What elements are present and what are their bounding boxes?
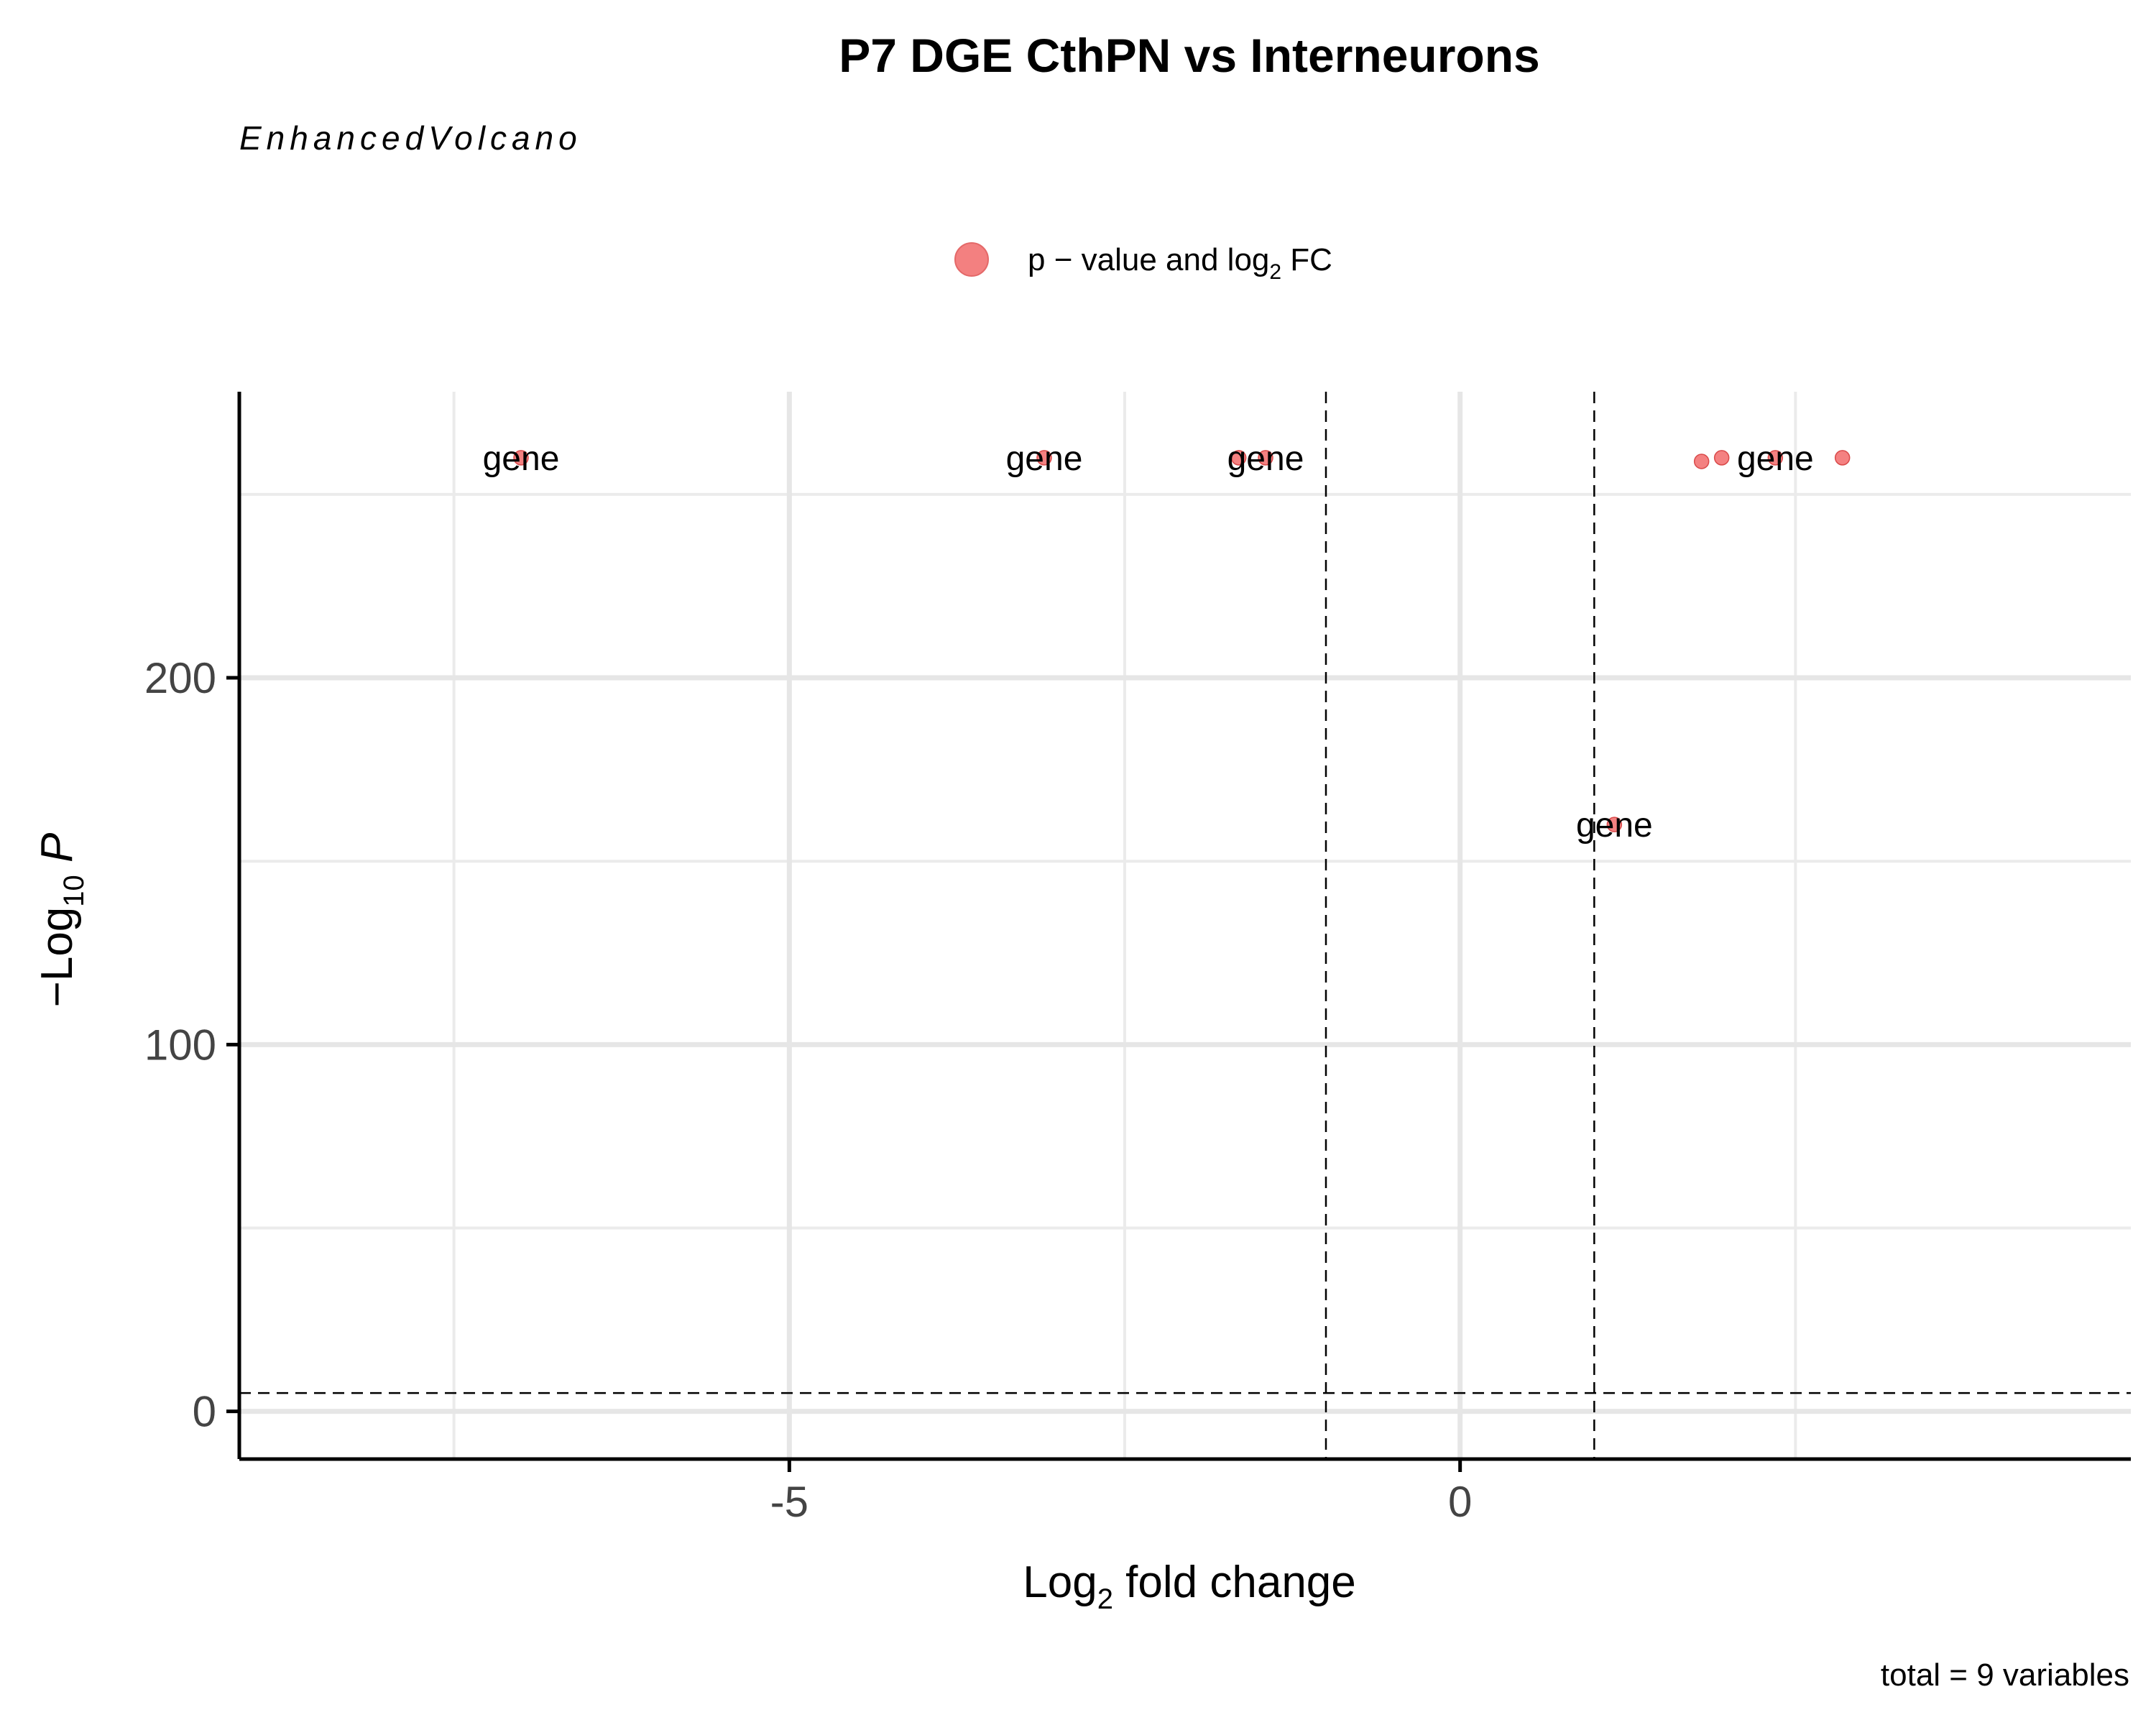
- cutoff-lines: [239, 392, 2131, 1459]
- point-label: gene: [1227, 440, 1304, 478]
- point-label: gene: [1576, 806, 1653, 845]
- point-label: gene: [1737, 440, 1814, 478]
- data-point: [1713, 450, 1730, 466]
- grid: [239, 392, 2131, 1459]
- legend-label: p − value and log2 FC: [1028, 242, 1332, 284]
- data-point: [1606, 816, 1623, 832]
- data-point: [513, 450, 529, 466]
- data-point: [1693, 454, 1710, 469]
- y-tick-label: 200: [144, 654, 216, 702]
- y-axis-title: −Log10 P: [32, 833, 90, 1008]
- x-tick-label: 0: [1448, 1478, 1472, 1526]
- chart-title: P7 DGE CthPN vs Interneurons: [839, 29, 1540, 82]
- legend: p − value and log2 FC: [954, 242, 1332, 284]
- chart-subtitle: EnhancedVolcano: [239, 119, 582, 157]
- data-points: [513, 450, 1851, 832]
- y-tick-label: 0: [193, 1388, 216, 1436]
- axes: -5 0 0 100 200: [144, 392, 2131, 1526]
- x-tick-label: -5: [770, 1478, 808, 1526]
- point-labels: gene gene gene gene gene: [483, 440, 1814, 845]
- data-point: [1258, 450, 1273, 466]
- legend-marker: [954, 242, 989, 277]
- data-point: [1230, 450, 1247, 466]
- data-point: [1834, 450, 1851, 466]
- point-label: gene: [483, 440, 560, 478]
- chart-caption: total = 9 variables: [1881, 1657, 2129, 1693]
- x-axis-title: Log2 fold change: [1023, 1558, 1356, 1615]
- data-point: [1036, 450, 1052, 466]
- point-label: gene: [1006, 440, 1083, 478]
- data-point: [1767, 450, 1784, 466]
- y-tick-label: 100: [144, 1021, 216, 1069]
